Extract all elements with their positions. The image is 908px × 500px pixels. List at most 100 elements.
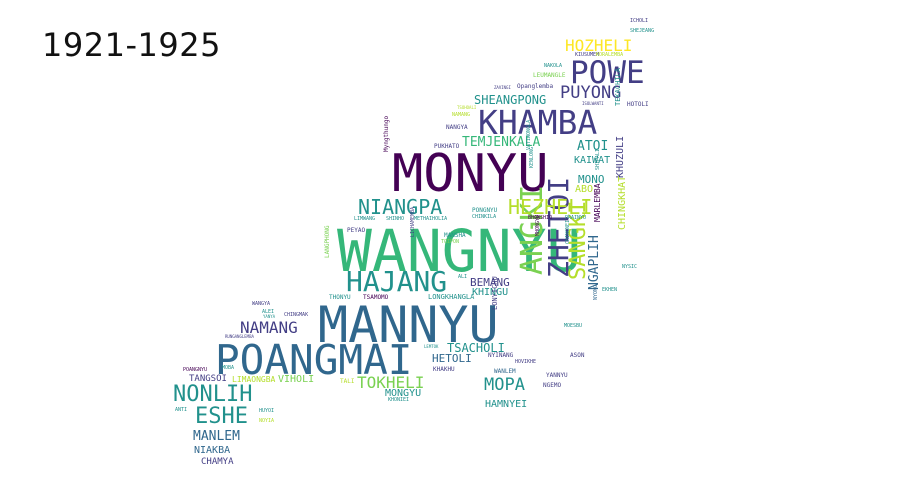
cloud-word: EKHEN bbox=[602, 287, 618, 293]
cloud-word: KENLONG bbox=[529, 146, 535, 168]
cloud-word: VIHOLI bbox=[278, 374, 315, 385]
cloud-word: LIMWANG bbox=[354, 216, 376, 222]
cloud-word: TEKACHILA bbox=[614, 68, 622, 106]
cloud-word: MANLEM bbox=[193, 429, 240, 444]
cloud-word: KHAKHU bbox=[433, 366, 455, 373]
cloud-word: HOVIKHE bbox=[515, 359, 537, 365]
cloud-word: ISOLWANTI bbox=[582, 101, 604, 106]
cloud-word: TSACHOLI bbox=[447, 341, 505, 355]
cloud-word: MHONGYU bbox=[535, 214, 541, 236]
cloud-word: KAIWAT bbox=[574, 155, 611, 166]
cloud-word: BEMANG bbox=[470, 276, 510, 289]
cloud-word: NONLIH bbox=[173, 382, 253, 407]
cloud-word: PEYAO bbox=[347, 227, 366, 234]
cloud-word: KHONIEI bbox=[388, 397, 410, 403]
cloud-word: MARLEMBA bbox=[593, 183, 602, 222]
cloud-word: NYONG bbox=[593, 284, 599, 300]
cloud-word: NAKOLA bbox=[544, 63, 563, 69]
cloud-word: POWE bbox=[570, 55, 645, 91]
cloud-word: POANGNYU bbox=[183, 367, 208, 373]
cloud-word: HOTOLI bbox=[627, 101, 649, 108]
cloud-word: MONYU bbox=[392, 144, 549, 204]
cloud-word: ASON bbox=[570, 352, 585, 359]
cloud-word: TOIPON bbox=[441, 239, 460, 245]
cloud-word: KIUSUMEM bbox=[575, 52, 600, 58]
page-title: 1921-1925 bbox=[42, 26, 221, 64]
cloud-word: ANTI bbox=[175, 407, 188, 413]
cloud-word: KHAMBA bbox=[478, 103, 598, 142]
cloud-word: THONYU bbox=[329, 294, 351, 301]
cloud-word: PUKHATO bbox=[434, 143, 460, 150]
cloud-word: CHINGKHAT bbox=[617, 175, 628, 230]
cloud-word: ABO bbox=[575, 184, 594, 195]
cloud-word: MOBA bbox=[222, 365, 235, 371]
cloud-word: CHAMYA bbox=[201, 457, 234, 467]
cloud-word: TEMJENKALA bbox=[462, 135, 541, 150]
cloud-word: ALEI bbox=[262, 309, 275, 315]
cloud-word: SHINHO bbox=[386, 216, 405, 222]
cloud-word: MONO bbox=[578, 173, 605, 186]
cloud-word: LONGKHANGLA bbox=[428, 293, 475, 301]
cloud-word: ESHE bbox=[195, 404, 248, 429]
cloud-word: NYSIC bbox=[622, 264, 638, 270]
cloud-word: ICHOLI bbox=[630, 18, 649, 24]
cloud-word: SHEJEANG bbox=[630, 28, 655, 34]
cloud-word: LEUMANGLE bbox=[533, 72, 566, 79]
cloud-word: HAMNYEI bbox=[485, 399, 528, 410]
cloud-word: MANNYU bbox=[318, 296, 499, 354]
cloud-word: RUNGANGLEMBA bbox=[225, 334, 254, 339]
cloud-word: HAJANG bbox=[346, 265, 448, 298]
cloud-word: NGEMO bbox=[543, 382, 562, 389]
cloud-word: WANGNYU bbox=[337, 217, 582, 285]
cloud-word: NOYIA bbox=[259, 418, 275, 424]
cloud-word: NANGYA bbox=[446, 124, 468, 131]
cloud-word: ATOI bbox=[577, 139, 609, 154]
cloud-word: TSOHOALI bbox=[457, 105, 477, 110]
cloud-word: Myngthungo bbox=[383, 115, 390, 152]
cloud-word: SHEANGPONG bbox=[474, 93, 547, 107]
cloud-word: NAMANG bbox=[452, 112, 471, 118]
cloud-word: TANGSOI bbox=[189, 374, 227, 384]
cloud-word: TOKHELI bbox=[357, 373, 425, 392]
cloud-word: MONGYU bbox=[385, 388, 422, 399]
cloud-word: NIANGPA bbox=[358, 195, 443, 219]
cloud-word: ALI bbox=[458, 274, 468, 280]
cloud-word: LONYICHU bbox=[491, 276, 499, 310]
cloud-word: TALI bbox=[340, 378, 355, 385]
cloud-word: WANGYA bbox=[252, 301, 271, 307]
cloud-word: KHINGU bbox=[472, 287, 509, 298]
cloud-word: MANSHA bbox=[444, 232, 466, 239]
cloud-word: PRAINYU bbox=[565, 215, 587, 221]
cloud-word: HETOLI bbox=[432, 352, 472, 365]
cloud-word: MOESBU bbox=[564, 323, 583, 329]
cloud-word: HEZHELI bbox=[508, 195, 593, 219]
cloud-word: CHINGNEI bbox=[565, 219, 571, 244]
cloud-word: YANYA bbox=[263, 314, 276, 319]
cloud-word: CHINKILA bbox=[472, 214, 497, 220]
cloud-word: NYINANG bbox=[488, 352, 514, 359]
cloud-word: WANLEM bbox=[494, 368, 516, 375]
cloud-word: MOPA bbox=[484, 375, 525, 395]
cloud-word: TSAMOMO bbox=[363, 294, 389, 301]
cloud-word: PUYONG bbox=[560, 83, 622, 103]
cloud-word: HUYOI bbox=[259, 408, 275, 414]
cloud-word: POANGMAI bbox=[215, 336, 413, 384]
cloud-word: LEMTOK bbox=[424, 344, 439, 349]
cloud-word: Opanglemba bbox=[517, 83, 554, 90]
cloud-word: VATIWONGLA bbox=[526, 119, 532, 150]
cloud-word: METHAIHOLIA bbox=[414, 216, 448, 222]
cloud-word: LIMAONGBA bbox=[232, 375, 276, 384]
cloud-word: KORALEMBA bbox=[596, 52, 624, 58]
cloud-word: BHONSHIO bbox=[528, 215, 553, 221]
cloud-word: PONGNYU bbox=[472, 207, 498, 214]
cloud-word: LANGPHONG bbox=[324, 225, 331, 258]
cloud-word: SHIPALI bbox=[595, 148, 601, 170]
cloud-word: NIAKBA bbox=[194, 445, 231, 456]
cloud-word: NAMANG bbox=[240, 318, 298, 337]
cloud-word: HOZHELI bbox=[565, 36, 633, 55]
cloud-word: ZAVINGI bbox=[494, 85, 511, 90]
cloud-word: NGAPLIH bbox=[587, 235, 602, 290]
cloud-word: YANNYU bbox=[546, 372, 568, 379]
cloud-word: CHINGMAK bbox=[284, 312, 309, 318]
